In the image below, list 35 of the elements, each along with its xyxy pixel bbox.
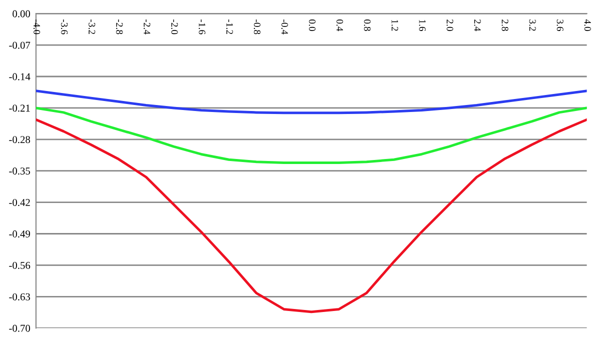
y-tick-label: -0.14 (9, 73, 30, 80)
x-tick-label: -2.0 (171, 20, 178, 34)
x-tick-label: 0.4 (336, 20, 344, 32)
line-series (36, 90, 587, 114)
x-tick-label: 2.8 (502, 20, 508, 31)
x-tick-label: -4.0 (34, 20, 40, 34)
x-tick-label: -2.4 (144, 20, 150, 34)
x-tick-label: -3.6 (61, 20, 68, 34)
x-tick-label: -1.6 (198, 20, 206, 34)
y-tick-label: -0.21 (9, 104, 30, 112)
y-tick-label: -0.07 (9, 42, 30, 49)
y-tick-label: -0.42 (9, 198, 30, 206)
y-tick-label: -0.63 (9, 293, 30, 300)
x-tick-label: 1.2 (392, 20, 398, 31)
y-tick-label: -0.28 (9, 136, 30, 144)
x-tick-label: 0.0 (308, 20, 316, 31)
x-tick-label: 2.4 (474, 20, 481, 32)
x-tick-label: -3.2 (88, 20, 96, 34)
line-series (36, 118, 587, 314)
x-tick-label: -0.8 (254, 20, 260, 34)
x-tick-label: 3.2 (529, 20, 536, 31)
x-tick-label: -1.2 (226, 20, 233, 34)
x-tick-label: 4.0 (584, 19, 591, 31)
line-series (36, 106, 587, 164)
x-tick-label: 0.8 (364, 20, 371, 31)
x-tick-label: 1.6 (419, 20, 426, 32)
x-tick-label: -2.8 (116, 20, 123, 34)
y-tick-label: 0.00 (12, 10, 30, 18)
y-tick-label: -0.70 (9, 324, 30, 332)
x-tick-label: 2.0 (446, 20, 454, 31)
y-tick-label: -0.56 (9, 262, 30, 269)
x-tick-label: 3.6 (556, 20, 564, 32)
y-tick-label: -0.49 (9, 230, 30, 238)
y-tick-label: -0.35 (9, 168, 30, 175)
x-tick-label: -0.4 (281, 20, 288, 34)
